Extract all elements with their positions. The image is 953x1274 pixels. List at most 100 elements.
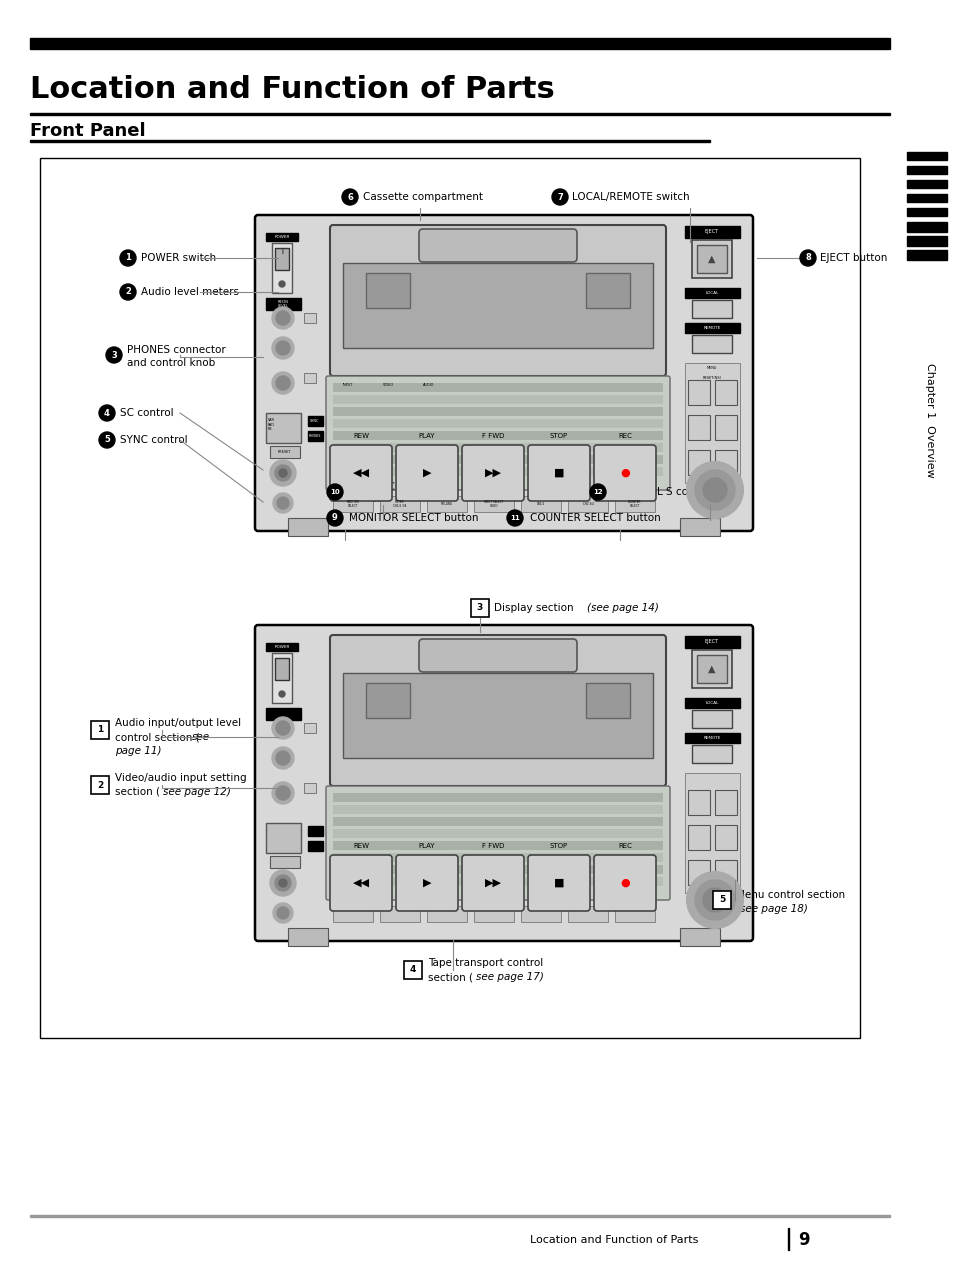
Text: MONITOR SELECT button: MONITOR SELECT button	[349, 513, 478, 524]
Text: VIDEO: VIDEO	[382, 383, 394, 387]
Bar	[697, 245, 726, 273]
FancyBboxPatch shape	[254, 626, 752, 941]
Bar	[266, 298, 301, 310]
Text: F FWD: F FWD	[481, 433, 503, 440]
Text: MONITOR
SELECT: MONITOR SELECT	[346, 499, 359, 508]
Bar	[687, 860, 709, 885]
Text: 9: 9	[797, 1231, 809, 1249]
Bar	[714, 450, 737, 475]
Text: Audio input/output level: Audio input/output level	[115, 719, 241, 727]
Bar	[906, 236, 946, 246]
Text: 6: 6	[347, 192, 353, 201]
Bar	[343, 673, 652, 758]
Text: REW: REW	[353, 843, 369, 848]
Circle shape	[686, 462, 742, 519]
Text: COUNTER SELECT button: COUNTER SELECT button	[530, 513, 660, 524]
Text: VAR
PAD
PB: VAR PAD PB	[268, 418, 274, 431]
Text: METER CH-1/2 3/4: METER CH-1/2 3/4	[349, 482, 442, 492]
Bar	[274, 657, 289, 680]
Bar	[906, 194, 946, 203]
Bar	[308, 417, 323, 426]
FancyBboxPatch shape	[395, 445, 457, 501]
Text: LOCAL/REMOTE switch: LOCAL/REMOTE switch	[572, 192, 689, 203]
Circle shape	[272, 372, 294, 394]
Text: Location and Function of Parts: Location and Function of Parts	[530, 1235, 698, 1245]
Bar	[520, 496, 560, 512]
Text: 1: 1	[97, 725, 103, 735]
Bar	[691, 650, 731, 688]
FancyBboxPatch shape	[326, 786, 669, 899]
Text: LOCAL: LOCAL	[704, 701, 718, 705]
Circle shape	[273, 493, 293, 513]
Circle shape	[273, 903, 293, 922]
Bar	[333, 455, 662, 464]
FancyBboxPatch shape	[326, 376, 669, 490]
Text: Front Panel: Front Panel	[30, 122, 146, 140]
Bar	[308, 826, 323, 836]
Bar	[270, 856, 299, 868]
Text: AUDIO: AUDIO	[422, 383, 434, 387]
Circle shape	[278, 879, 287, 887]
FancyBboxPatch shape	[527, 855, 589, 911]
Bar	[684, 636, 740, 648]
Text: Display section: Display section	[494, 603, 577, 613]
Text: REC: REC	[618, 843, 631, 848]
Bar	[30, 1215, 889, 1217]
Text: Cassette compartment: Cassette compartment	[363, 192, 482, 203]
Text: 10: 10	[330, 489, 339, 496]
Circle shape	[272, 782, 294, 804]
Circle shape	[341, 189, 357, 205]
Bar	[567, 906, 607, 922]
Bar	[714, 415, 737, 440]
Text: ▲: ▲	[707, 664, 715, 674]
Text: I: I	[281, 248, 283, 255]
Bar	[333, 805, 662, 814]
Bar	[906, 222, 946, 232]
Text: CH1/2: CH1/2	[537, 502, 544, 506]
Bar	[691, 710, 731, 727]
Text: POWER: POWER	[274, 645, 290, 648]
FancyBboxPatch shape	[594, 855, 656, 911]
Text: 5: 5	[104, 436, 110, 445]
Bar	[787, 1228, 789, 1250]
Bar	[906, 250, 946, 260]
Bar	[270, 446, 299, 457]
Text: STILLING: STILLING	[440, 502, 453, 506]
Bar	[691, 335, 731, 353]
Text: RESET(NS): RESET(NS)	[701, 376, 720, 380]
Circle shape	[272, 307, 294, 329]
Circle shape	[276, 907, 289, 919]
Text: REW: REW	[353, 433, 369, 440]
Text: 5: 5	[719, 896, 724, 905]
FancyBboxPatch shape	[330, 634, 665, 786]
Text: section (: section (	[115, 787, 160, 798]
Text: PHONES: PHONES	[309, 434, 321, 438]
Bar	[684, 363, 740, 483]
Bar	[585, 273, 629, 308]
Text: button: button	[349, 494, 383, 505]
Text: 9: 9	[332, 513, 337, 522]
Bar	[687, 380, 709, 405]
Text: Video/audio input setting: Video/audio input setting	[115, 773, 247, 784]
Bar	[304, 373, 315, 383]
Text: section (: section (	[428, 972, 473, 982]
Circle shape	[686, 871, 742, 927]
Bar	[333, 443, 662, 452]
Bar	[288, 927, 328, 947]
Circle shape	[99, 405, 115, 420]
Bar	[308, 841, 323, 851]
FancyBboxPatch shape	[461, 445, 523, 501]
Bar	[333, 468, 662, 476]
Circle shape	[270, 870, 295, 896]
Circle shape	[270, 460, 295, 485]
Text: control section (: control section (	[115, 733, 199, 741]
Text: PLAY: PLAY	[418, 433, 435, 440]
Text: 3: 3	[476, 604, 482, 613]
FancyBboxPatch shape	[395, 855, 457, 911]
Text: INPUT SELECT
VIDEO: INPUT SELECT VIDEO	[484, 499, 503, 508]
Bar	[520, 906, 560, 922]
Bar	[266, 413, 301, 443]
Text: and control knob: and control knob	[127, 358, 215, 368]
Bar	[272, 654, 292, 703]
Text: 11: 11	[510, 515, 519, 521]
